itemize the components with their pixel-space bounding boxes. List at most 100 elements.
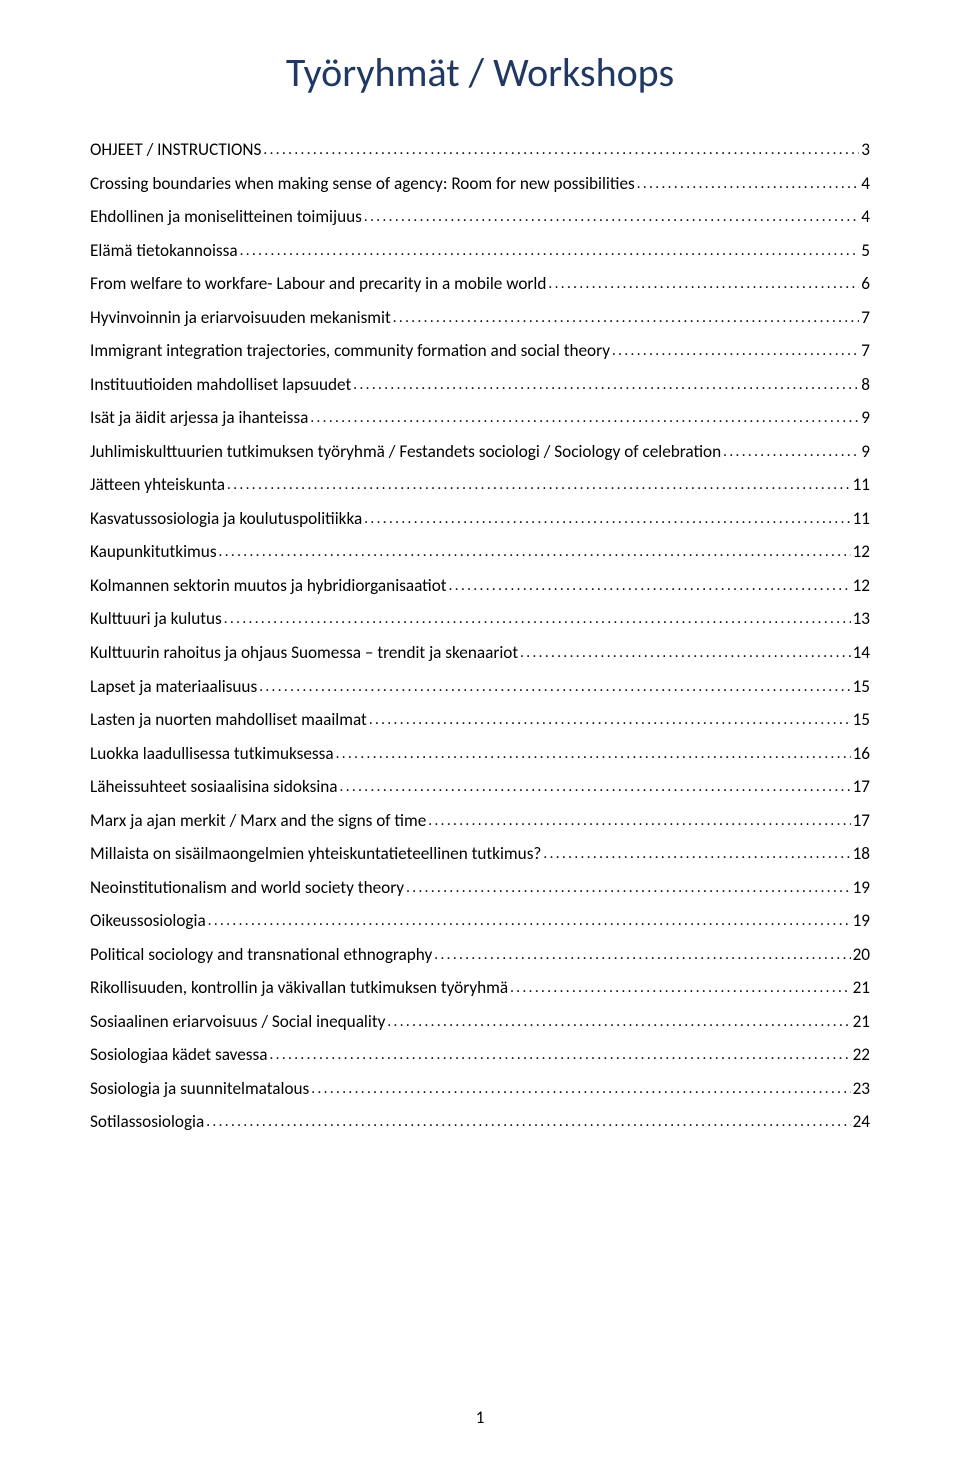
toc-row[interactable]: Kaupunkitutkimus 12 (90, 535, 870, 569)
toc-row[interactable]: Sosiologiaa kädet savessa22 (90, 1038, 870, 1072)
toc-row[interactable]: Ehdollinen ja moniselitteinen toimijuus4 (90, 200, 870, 234)
toc-page-number: 3 (859, 133, 870, 167)
toc-row[interactable]: Instituutioiden mahdolliset lapsuudet8 (90, 368, 870, 402)
toc-row[interactable]: Kolmannen sektorin muutos ja hybridiorga… (90, 569, 870, 603)
toc-row[interactable]: Neoinstitutionalism and world society th… (90, 871, 870, 905)
toc-leader (308, 404, 859, 433)
toc-leader (257, 673, 850, 702)
toc-leader (225, 471, 851, 500)
toc-page-number: 19 (851, 871, 870, 905)
toc-label: From welfare to workfare- Labour and pre… (90, 267, 546, 301)
toc-row[interactable]: Lapset ja materiaalisuus15 (90, 670, 870, 704)
page-title: Työryhmät / Workshops (90, 48, 870, 97)
toc-label: Jätteen yhteiskunta (90, 468, 225, 502)
toc-label: Ehdollinen ja moniselitteinen toimijuus (90, 200, 362, 234)
toc-label: Rikollisuuden, kontrollin ja väkivallan … (90, 971, 508, 1005)
page-number: 1 (0, 1407, 960, 1428)
toc-page-number: 11 (851, 468, 870, 502)
toc-page-number: 9 (859, 401, 870, 435)
toc-leader (721, 438, 859, 467)
toc-leader (541, 840, 850, 869)
toc-leader (204, 1108, 850, 1137)
toc-label: Millaista on sisäilmaongelmien yhteiskun… (90, 837, 541, 871)
toc-row[interactable]: Kulttuurin rahoitus ja ohjaus Suomessa –… (90, 636, 870, 670)
toc-row[interactable]: OHJEET / INSTRUCTIONS 3 (90, 133, 870, 167)
toc-leader (362, 203, 859, 232)
toc-label: Sosiologiaa kädet savessa (90, 1038, 267, 1072)
toc-label: Luokka laadullisessa tutkimuksessa (90, 737, 334, 771)
toc-page-number: 17 (851, 804, 870, 838)
toc-leader (546, 270, 859, 299)
toc-row[interactable]: Sosiologia ja suunnitelmatalous23 (90, 1072, 870, 1106)
toc-page-number: 21 (851, 1005, 870, 1039)
toc-leader (404, 874, 850, 903)
toc-row[interactable]: Crossing boundaries when making sense of… (90, 167, 870, 201)
toc-leader (432, 941, 850, 970)
toc-leader (391, 304, 860, 333)
toc-leader (309, 1075, 850, 1104)
toc-page-number: 14 (851, 636, 870, 670)
toc-label: Kolmannen sektorin muutos ja hybridiorga… (90, 569, 447, 603)
toc-leader (206, 907, 851, 936)
toc-row[interactable]: Kulttuuri ja kulutus13 (90, 602, 870, 636)
toc-label: Lapset ja materiaalisuus (90, 670, 257, 704)
toc-row[interactable]: Oikeussosiologia19 (90, 904, 870, 938)
toc-page-number: 15 (851, 703, 870, 737)
toc-label: OHJEET / INSTRUCTIONS (90, 133, 261, 167)
toc-row[interactable]: Kasvatussosiologia ja koulutuspolitiikka… (90, 502, 870, 536)
toc-row[interactable]: Millaista on sisäilmaongelmien yhteiskun… (90, 837, 870, 871)
toc-row[interactable]: Rikollisuuden, kontrollin ja väkivallan … (90, 971, 870, 1005)
toc-label: Hyvinvoinnin ja eriarvoisuuden mekanismi… (90, 301, 391, 335)
toc-label: Kulttuuri ja kulutus (90, 602, 222, 636)
toc-leader (362, 505, 850, 534)
toc-leader (447, 572, 851, 601)
toc-label: Neoinstitutionalism and world society th… (90, 871, 404, 905)
toc-page-number: 12 (851, 535, 870, 569)
toc-row[interactable]: Jätteen yhteiskunta 11 (90, 468, 870, 502)
toc-page-number: 18 (851, 837, 870, 871)
toc-leader (261, 136, 859, 165)
toc-leader (267, 1041, 850, 1070)
toc-leader (217, 538, 851, 567)
toc-row[interactable]: Marx ja ajan merkit / Marx and the signs… (90, 804, 870, 838)
toc-row[interactable]: Elämä tietokannoissa 5 (90, 234, 870, 268)
toc-leader (238, 237, 860, 266)
toc-page-number: 21 (851, 971, 870, 1005)
toc-leader (635, 170, 860, 199)
toc-label: Political sociology and transnational et… (90, 938, 432, 972)
toc-row[interactable]: Isät ja äidit arjessa ja ihanteissa9 (90, 401, 870, 435)
toc-label: Kaupunkitutkimus (90, 535, 217, 569)
toc-row[interactable]: Political sociology and transnational et… (90, 938, 870, 972)
toc-leader (334, 740, 851, 769)
toc-page-number: 8 (859, 368, 870, 402)
toc-row[interactable]: Lasten ja nuorten mahdolliset maailmat15 (90, 703, 870, 737)
toc-row[interactable]: Sotilassosiologia24 (90, 1105, 870, 1139)
toc-page-number: 9 (859, 435, 870, 469)
toc-page-number: 12 (851, 569, 870, 603)
toc-row[interactable]: Sosiaalinen eriarvoisuus / Social inequa… (90, 1005, 870, 1039)
toc-row[interactable]: Juhlimiskulttuurien tutkimuksen työryhmä… (90, 435, 870, 469)
toc-leader (338, 773, 851, 802)
toc-leader (367, 706, 851, 735)
toc-row[interactable]: Immigrant integration trajectories, comm… (90, 334, 870, 368)
toc-label: Sosiaalinen eriarvoisuus / Social inequa… (90, 1005, 385, 1039)
toc-row[interactable]: Luokka laadullisessa tutkimuksessa16 (90, 737, 870, 771)
toc-page-number: 5 (859, 234, 870, 268)
toc-leader (351, 371, 859, 400)
toc-row[interactable]: From welfare to workfare- Labour and pre… (90, 267, 870, 301)
toc-leader (426, 807, 850, 836)
toc-label: Läheissuhteet sosiaalisina sidoksina (90, 770, 338, 804)
toc-label: Kulttuurin rahoitus ja ohjaus Suomessa –… (90, 636, 518, 670)
toc-label: Elämä tietokannoissa (90, 234, 238, 268)
toc-row[interactable]: Hyvinvoinnin ja eriarvoisuuden mekanismi… (90, 301, 870, 335)
toc-label: Oikeussosiologia (90, 904, 206, 938)
toc-label: Kasvatussosiologia ja koulutuspolitiikka (90, 502, 362, 536)
toc-page-number: 6 (859, 267, 870, 301)
toc-row[interactable]: Läheissuhteet sosiaalisina sidoksina17 (90, 770, 870, 804)
toc-leader (508, 974, 850, 1003)
toc-leader (222, 605, 851, 634)
toc-label: Sotilassosiologia (90, 1105, 204, 1139)
toc-page-number: 11 (851, 502, 870, 536)
toc-page-number: 20 (851, 938, 870, 972)
toc-label: Crossing boundaries when making sense of… (90, 167, 635, 201)
